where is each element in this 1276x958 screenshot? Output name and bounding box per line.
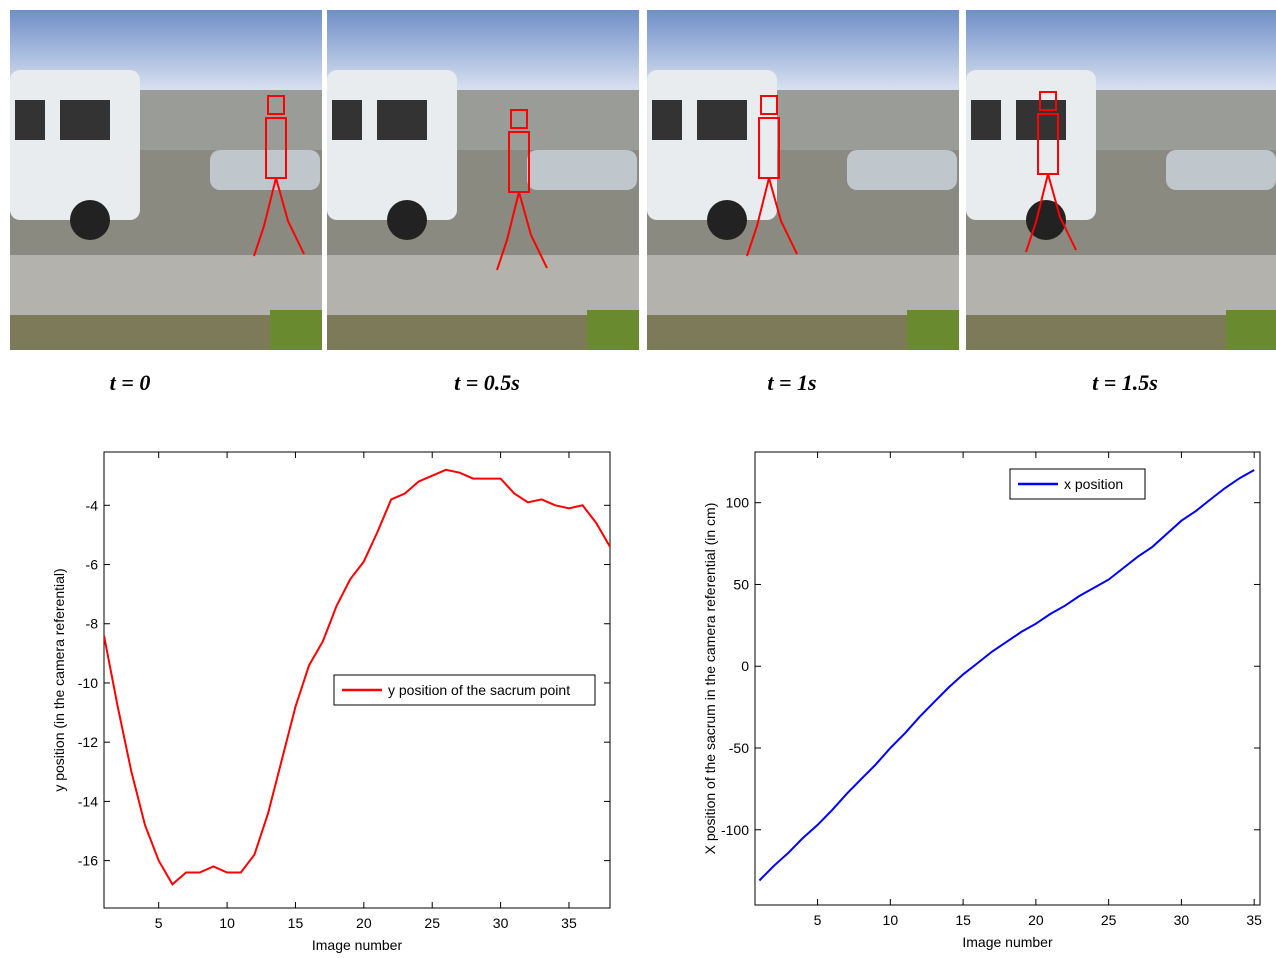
x-axis-label: Image number <box>312 937 403 953</box>
x-tick-label: 20 <box>356 915 372 931</box>
x-tick-label: 35 <box>1246 912 1262 928</box>
y-tick-label: -100 <box>721 822 749 838</box>
y-axis-label: y position (in the camera referential) <box>51 568 67 791</box>
x-tick-label: 30 <box>493 915 509 931</box>
y-tick-label: -4 <box>86 497 99 513</box>
y-tick-label: 50 <box>733 576 749 592</box>
frame-caption: t = 1s <box>767 370 816 395</box>
x-tick-label: 35 <box>561 915 577 931</box>
y-tick-label: -50 <box>729 740 749 756</box>
data-line <box>104 468 610 886</box>
x-tick-label: 15 <box>955 912 971 928</box>
frame-caption: t = 0 <box>110 370 151 395</box>
x-tick-label: 15 <box>288 915 304 931</box>
y-tick-label: -12 <box>78 734 98 750</box>
y-tick-label: -16 <box>78 853 98 869</box>
x-tick-label: 20 <box>1028 912 1044 928</box>
legend-label: y position of the sacrum point <box>388 682 570 698</box>
x-axis-label: Image number <box>962 934 1053 950</box>
x-tick-label: 10 <box>883 912 899 928</box>
data-line <box>758 469 1255 882</box>
x-tick-label: 5 <box>155 915 163 931</box>
y-tick-label: 0 <box>741 658 749 674</box>
y-tick-label: 100 <box>726 495 750 511</box>
y-tick-label: -6 <box>86 557 99 573</box>
y-tick-label: -8 <box>86 616 99 632</box>
frame-caption: t = 1.5s <box>1092 370 1158 395</box>
x-tick-label: 5 <box>814 912 822 928</box>
y-axis-label: X position of the sacrum in the camera r… <box>702 503 718 855</box>
x-tick-label: 30 <box>1174 912 1190 928</box>
x-tick-label: 10 <box>219 915 235 931</box>
legend-label: x position <box>1064 476 1123 492</box>
photo-frames <box>10 10 1276 350</box>
frame-caption: t = 0.5s <box>454 370 520 395</box>
y-tick-label: -10 <box>78 675 98 691</box>
x-tick-label: 25 <box>424 915 440 931</box>
plot-area <box>754 451 1261 906</box>
y-tick-label: -14 <box>78 793 98 809</box>
x-tick-label: 25 <box>1101 912 1117 928</box>
